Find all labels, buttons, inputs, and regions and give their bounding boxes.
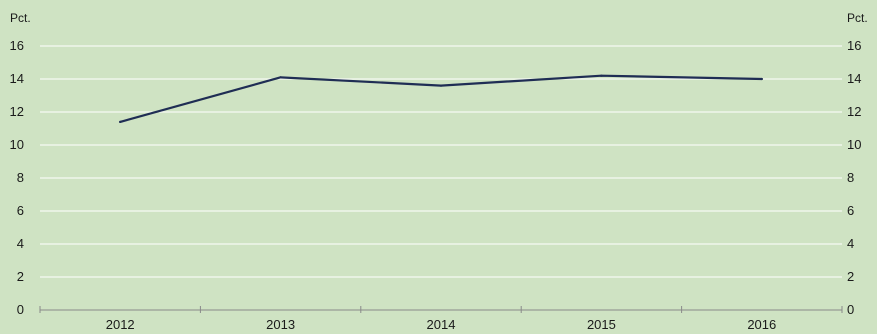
data-point <box>600 74 603 77</box>
data-point <box>119 120 122 123</box>
x-tick-label: 2014 <box>427 317 456 332</box>
data-point <box>279 76 282 79</box>
y-tick-label-left: 8 <box>17 170 24 185</box>
y-tick-label-right: 6 <box>847 203 854 218</box>
y-tick-label-left: 0 <box>17 302 24 317</box>
data-point <box>760 77 763 81</box>
y-tick-label-left: 2 <box>17 269 24 284</box>
series-line <box>119 74 763 124</box>
y-tick-label-left: 6 <box>17 203 24 218</box>
x-tick-label: 2016 <box>747 317 776 332</box>
y-tick-label-right: 0 <box>847 302 854 317</box>
y-tick-label-right: 12 <box>847 104 861 119</box>
y-tick-label-left: 12 <box>10 104 24 119</box>
y-tick-label-right: 4 <box>847 236 854 251</box>
y-tick-label-right: 14 <box>847 71 861 86</box>
y-tick-label-right: 10 <box>847 137 861 152</box>
y-tick-label-left: 16 <box>10 38 24 53</box>
y-tick-label-left: 10 <box>10 137 24 152</box>
series-layer <box>119 74 763 124</box>
x-axis <box>39 306 843 313</box>
tick-labels: 0 0 2 2 4 4 6 6 8 8 10 10 12 12 14 14 16 16 2012 2013 2014 20… <box>10 38 862 332</box>
data-point <box>439 84 443 87</box>
y-axis-unit-right: Pct. <box>847 11 868 25</box>
y-tick-label-left: 14 <box>10 71 24 86</box>
x-tick-label: 2013 <box>266 317 295 332</box>
grid-lines <box>40 45 842 278</box>
y-tick-label-left: 4 <box>17 236 24 251</box>
y-tick-label-right: 2 <box>847 269 854 284</box>
y-tick-label-right: 16 <box>847 38 861 53</box>
x-tick-label: 2015 <box>587 317 616 332</box>
x-tick-label: 2012 <box>106 317 135 332</box>
y-tick-label-right: 8 <box>847 170 854 185</box>
y-axis-unit-left: Pct. <box>10 11 31 25</box>
